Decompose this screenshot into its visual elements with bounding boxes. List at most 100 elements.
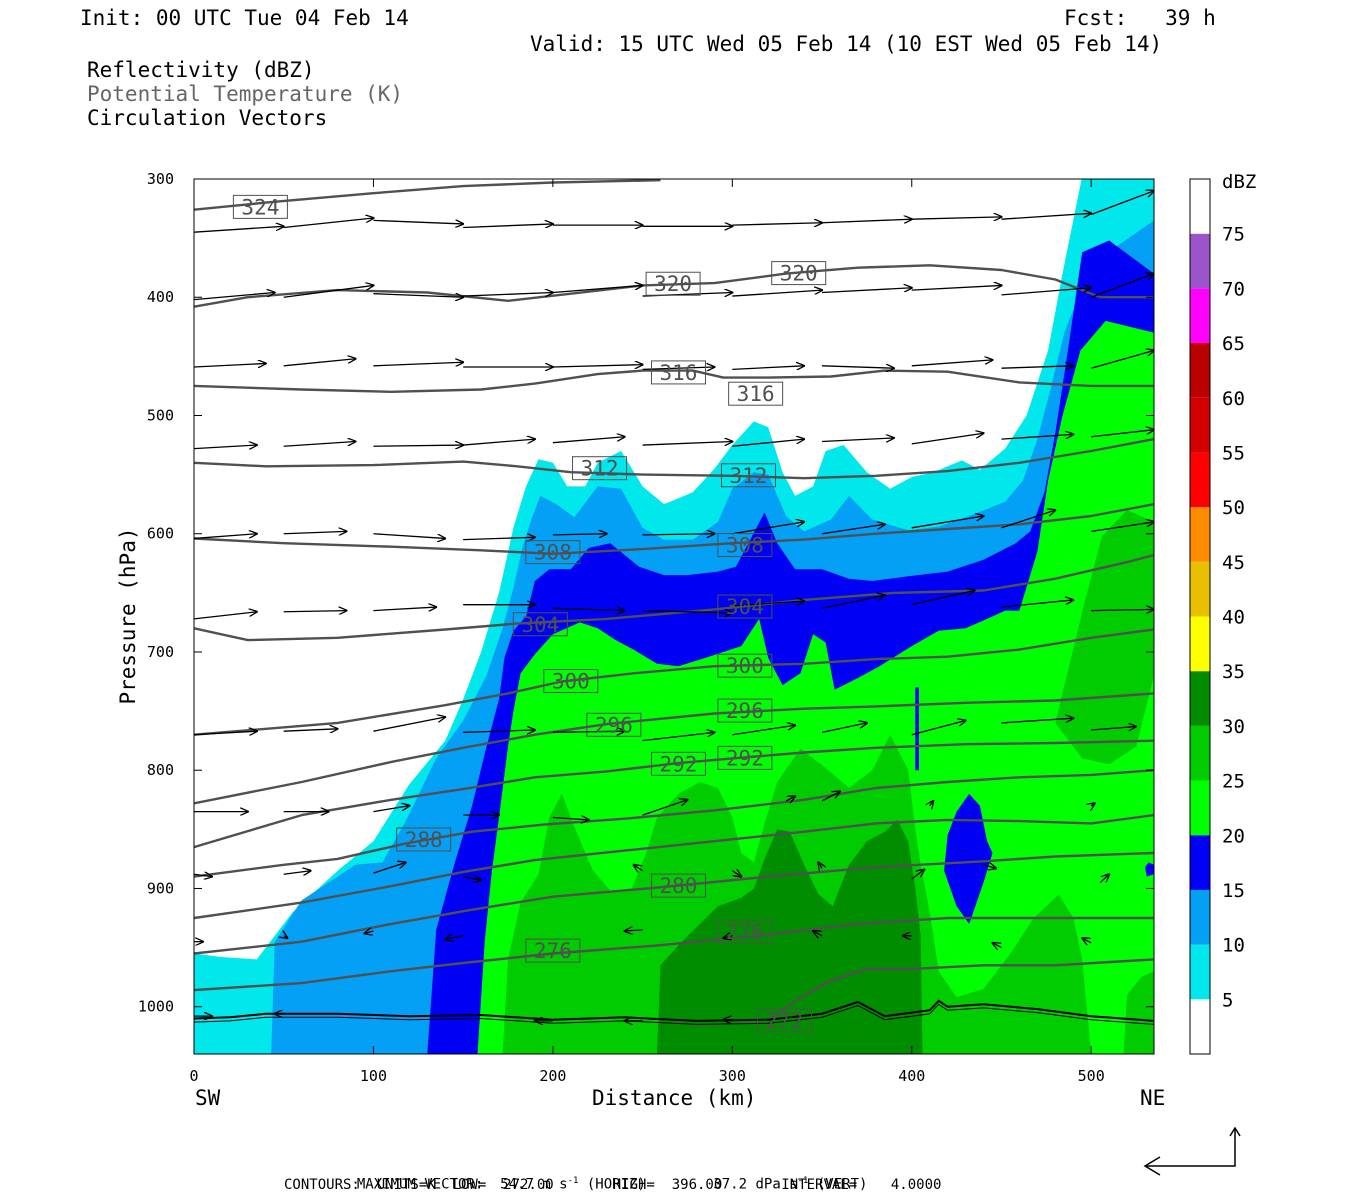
contour-label-text: 312 <box>729 464 767 488</box>
reflectivity-region-15dbz-9 <box>915 687 919 771</box>
theta-contour-300 <box>194 628 1154 736</box>
init-time: Init: 00 UTC Tue 04 Feb 14 <box>80 6 409 30</box>
circulation-vector <box>552 731 625 732</box>
circulation-vector <box>1001 600 1073 608</box>
circulation-vector <box>642 442 733 446</box>
y-tick-label: 900 <box>147 879 174 897</box>
circulation-vector <box>194 534 257 540</box>
circulation-vector <box>1090 274 1154 298</box>
colorbar-swatch <box>1190 507 1210 562</box>
colorbar-swatch <box>1190 725 1210 781</box>
theta-contour-316 <box>194 369 1154 393</box>
max-vector-line: MAXIMUM VECTOR: 54.7 m s-1 (HORIZ) 37.2 … <box>340 1157 868 1193</box>
colorbar-level-label: 25 <box>1222 771 1245 793</box>
colorbar-level-label: 5 <box>1222 989 1233 1011</box>
circulation-vector <box>911 516 984 529</box>
horiz-unit: (HORIZ) <box>578 1176 646 1193</box>
circulation-vector <box>732 366 804 370</box>
contour-label-text: 296 <box>726 699 764 723</box>
circulation-vector <box>552 534 607 535</box>
contour-label-300: 300 <box>543 669 599 694</box>
circulation-vector <box>194 874 212 876</box>
colorbar-level-label: 15 <box>1222 880 1245 902</box>
circulation-vector <box>364 931 374 933</box>
colorbar-swatch <box>1190 343 1210 398</box>
circulation-vector <box>821 792 840 802</box>
colorbar-swatch <box>1190 233 1210 289</box>
contour-label-316: 316 <box>728 381 784 406</box>
colorbar-swatch <box>1190 397 1210 453</box>
circulation-vector <box>911 590 975 606</box>
colorbar-level-label: 30 <box>1222 716 1245 738</box>
circulation-vector <box>283 611 347 612</box>
circulation-vector <box>785 796 795 801</box>
circulation-vector <box>822 366 894 368</box>
contour-label-296: 296 <box>717 698 773 723</box>
circulation-vector <box>642 611 733 613</box>
colorbar-swatch <box>1190 671 1210 726</box>
colorbar-level-label: 75 <box>1222 224 1245 246</box>
contour-label-312: 312 <box>720 463 776 488</box>
circulation-vector <box>283 359 356 367</box>
circulation-vector <box>821 524 885 535</box>
contour-label-text: 300 <box>552 670 590 694</box>
circulation-vector <box>283 218 374 229</box>
colorbar-level-label: 65 <box>1222 333 1245 355</box>
circulation-vector <box>283 531 347 533</box>
contour-label-308: 308 <box>717 533 773 558</box>
circulation-vector <box>194 445 257 449</box>
y-axis-title: Pressure (hPa) <box>116 527 140 705</box>
contour-label-304: 304 <box>512 612 568 637</box>
circulation-vector <box>818 862 822 868</box>
x-axis-title: Distance (km) <box>592 1086 757 1110</box>
circulation-vector <box>930 801 934 806</box>
theta-contour-324 <box>194 179 661 211</box>
circulation-vector <box>642 732 715 742</box>
circulation-vector <box>373 220 463 224</box>
circulation-vector <box>283 285 374 298</box>
x-tick-label: 200 <box>539 1067 566 1085</box>
contour-label-text: 292 <box>726 746 764 770</box>
contour-label-324: 324 <box>232 194 288 219</box>
contour-label-text: 320 <box>654 272 692 296</box>
contour-label-288: 288 <box>396 827 452 852</box>
circulation-vector <box>642 534 715 535</box>
colorbar-level-label: 40 <box>1222 607 1245 629</box>
circulation-vector <box>634 865 643 871</box>
circulation-vector <box>911 433 984 445</box>
colorbar-swatch <box>1190 288 1210 344</box>
contour-label-292: 292 <box>650 751 706 776</box>
contour-label-text: 324 <box>241 195 279 219</box>
y-tick-label: 700 <box>147 643 174 661</box>
circulation-vector <box>822 219 912 223</box>
theta-contour-272 <box>767 958 1154 1022</box>
theta-contour-304 <box>194 553 1154 642</box>
circulation-vector <box>552 365 643 367</box>
valid-time: Valid: 15 UTC Wed 05 Feb 14 (10 EST Wed … <box>530 32 1163 56</box>
colorbar-level-label: 35 <box>1222 661 1245 683</box>
circulation-vector <box>373 717 445 732</box>
circulation-vector <box>1091 350 1154 369</box>
contour-label-text: 300 <box>726 654 764 678</box>
circulation-vector <box>552 818 589 820</box>
contour-label-text: 276 <box>726 920 764 944</box>
reflectivity-region-15dbz-8 <box>944 793 993 924</box>
circulation-vector <box>1001 288 1091 296</box>
y-tick-label: 300 <box>147 170 174 188</box>
circulation-vector <box>732 290 822 297</box>
circulation-vector <box>194 293 275 301</box>
contour-label-text: 320 <box>780 262 818 286</box>
contour-label-text: 272 <box>765 1009 803 1033</box>
max-vector-arrow-icon <box>1143 1126 1241 1176</box>
y-tick-label: 1000 <box>138 998 174 1016</box>
colorbar-level-label: 55 <box>1222 442 1245 464</box>
contour-label-text: 316 <box>660 361 698 385</box>
circulation-vector <box>283 871 311 875</box>
contour-label-312: 312 <box>572 456 628 481</box>
x-tick-label: 500 <box>1078 1067 1105 1085</box>
circulation-vector <box>1091 609 1154 610</box>
colorbar-swatch <box>1190 452 1210 508</box>
forecast-hour: Fcst: 39 h <box>1064 6 1216 30</box>
colorbar-level-label: 10 <box>1222 935 1245 957</box>
